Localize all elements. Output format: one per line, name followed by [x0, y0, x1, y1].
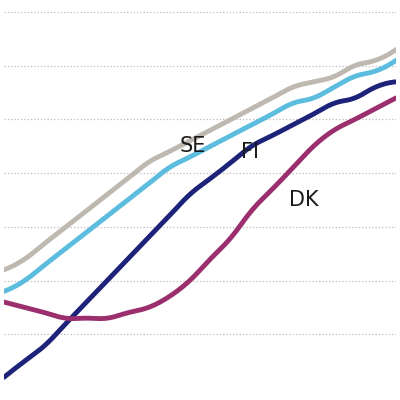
Text: DK: DK — [289, 190, 318, 210]
Text: FI: FI — [241, 142, 259, 162]
Text: SE: SE — [179, 136, 206, 156]
